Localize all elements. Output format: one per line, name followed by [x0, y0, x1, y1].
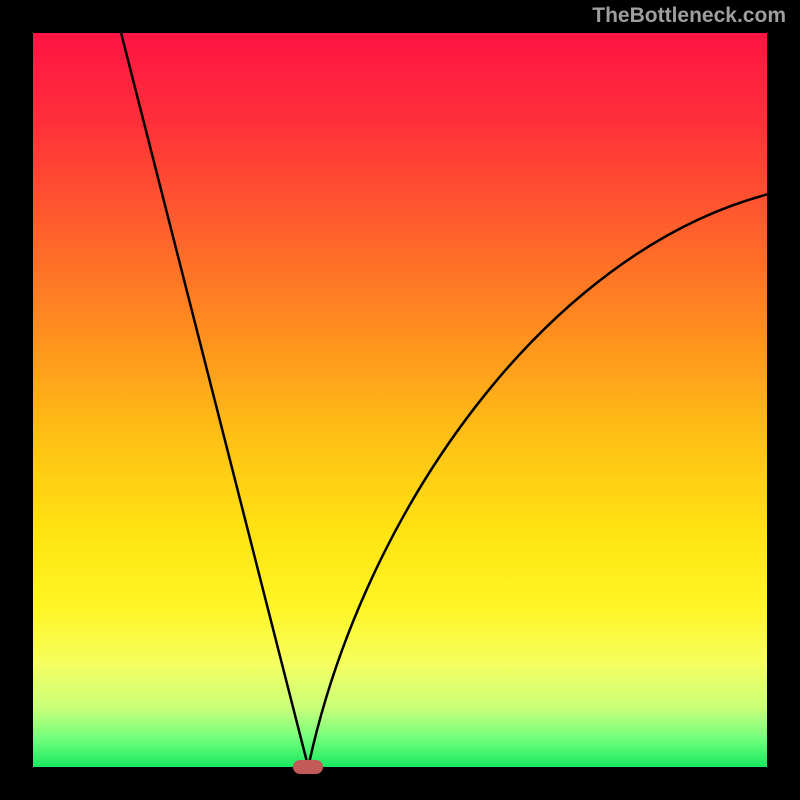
watermark-text: TheBottleneck.com [592, 4, 786, 28]
optimum-marker-fill [293, 760, 323, 774]
gradient-background [33, 33, 767, 767]
optimum-marker [293, 760, 323, 774]
plot-area [33, 33, 767, 767]
plot-svg [33, 33, 767, 767]
